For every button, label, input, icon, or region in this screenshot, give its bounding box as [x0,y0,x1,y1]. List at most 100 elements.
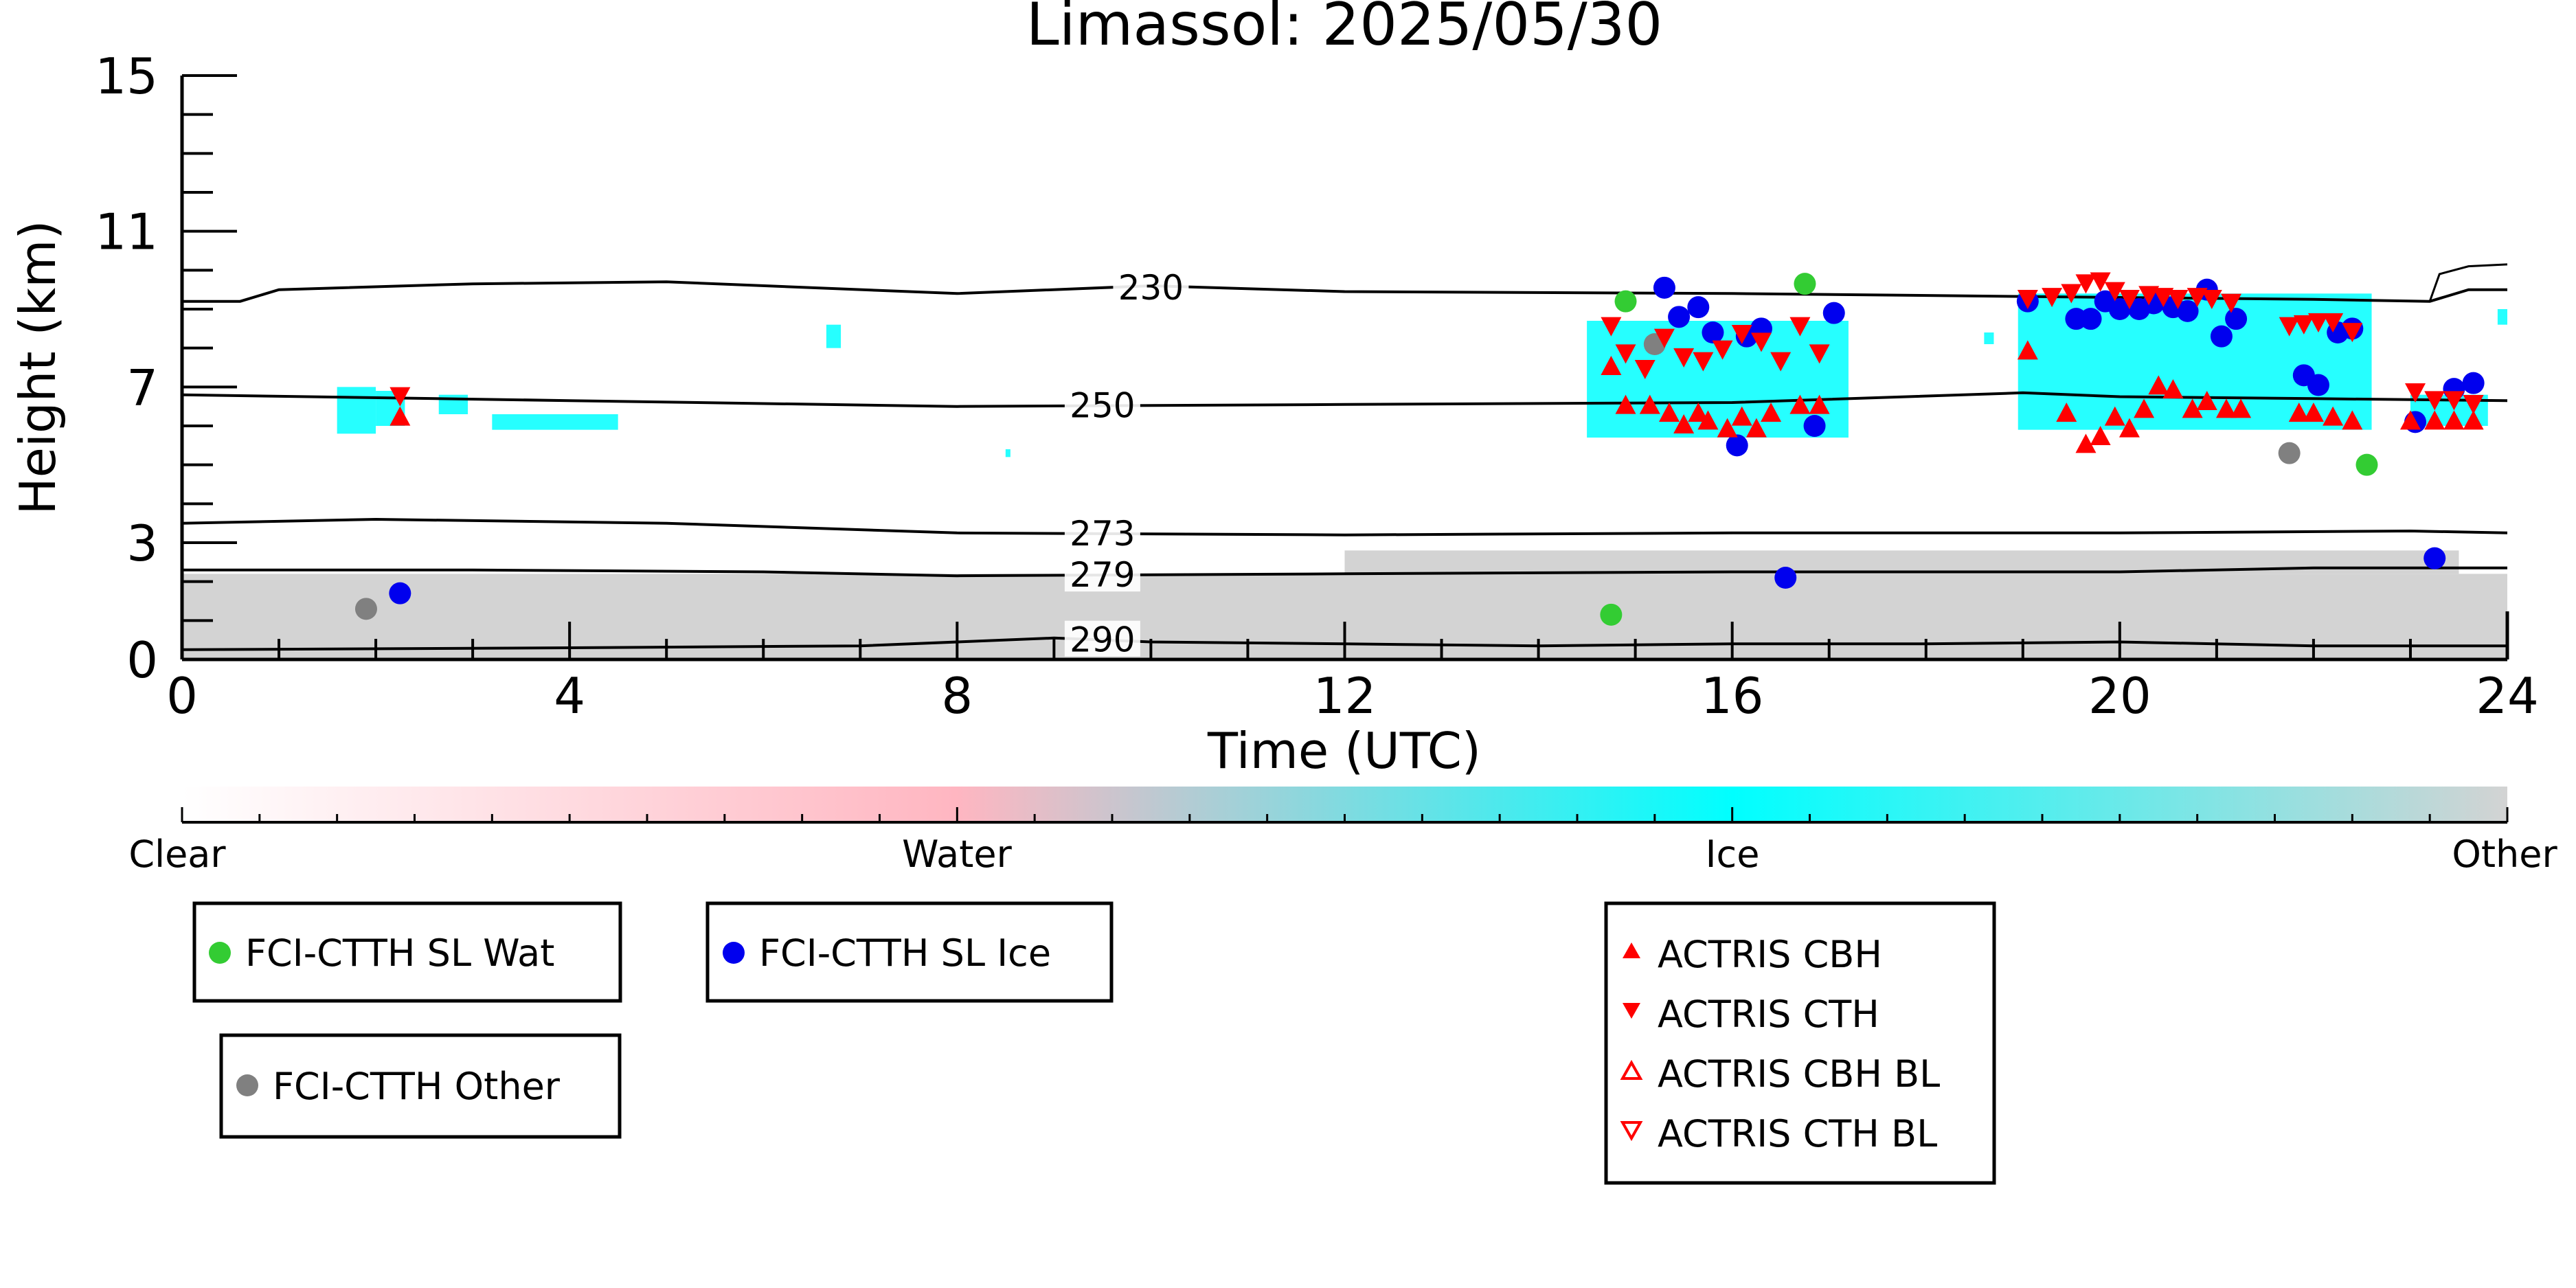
legend-label-cbh: ACTRIS CBH [1658,933,1882,976]
marker-actris-cbh [1639,394,1660,414]
legend-marker-cth [1623,1003,1640,1019]
marker-actris-cth [1693,352,1714,372]
legend-box-other: FCI-CTTH Other [219,1033,622,1139]
isotherm-label-bg [1113,268,1189,304]
y-tick-label: 15 [95,47,158,105]
marker-actris-cbh [1731,406,1752,426]
marker-actris-cbh [2399,410,2421,430]
marker-actris-cbh [2119,418,2140,438]
marker-actris-cth [2017,290,2038,309]
marker-actris-cbh [1745,418,1767,438]
legend-label-wat: FCI-CTTH SL Wat [245,931,554,975]
cloud-patch-ice [1984,332,1994,344]
marker-actris-cbh [2104,406,2125,426]
point-fci-ctth-sl-ice [2108,298,2131,320]
point-fci-ctth-other [2278,442,2301,464]
legend-marker-ice [723,942,745,964]
marker-actris-cth [2405,383,2426,403]
marker-actris-cth [1634,360,1656,379]
marker-actris-cth [2293,315,2314,335]
point-fci-ctth-sl-wat [1794,273,1816,295]
marker-actris-cth [2119,290,2140,309]
marker-actris-cth [2201,290,2222,309]
legend-label-ice: FCI-CTTH SL Ice [759,931,1051,975]
marker-actris-cth [2090,272,2111,292]
y-tick-label: 11 [95,203,158,261]
marker-actris-cbh [2424,410,2445,430]
marker-actris-cbh [1658,403,1680,422]
legend-marker-cbh-bl [1620,1059,1643,1080]
x-tick-label: 4 [554,667,585,725]
colorbar-label-other: Other [2452,833,2557,876]
point-fci-ctth-sl-wat [1600,603,1623,626]
point-fci-ctth-sl-ice [1702,321,1724,343]
marker-actris-cth [2187,288,2208,308]
legend-marker-cth-bl [1620,1121,1643,1142]
colorbar: Clear Water Ice Other [128,787,2557,876]
marker-actris-cbh [2056,403,2077,422]
x-axis-label: Time (UTC) [1207,722,1481,780]
point-fci-ctth-other [354,598,377,620]
marker-actris-cbh [1697,410,1719,430]
marker-actris-cbh [2288,403,2309,422]
marker-actris-cth [1712,340,1733,360]
marker-actris-cth [2153,288,2174,308]
point-fci-ctth-sl-ice [389,582,411,605]
marker-actris-cbh [1717,418,1738,438]
marker-actris-cbh [2017,340,2038,360]
marker-actris-cbh [2443,410,2465,430]
legend-marker-wat [209,942,231,964]
marker-actris-cbh [2342,410,2363,430]
isotherm-label-bg [1064,620,1140,657]
marker-actris-cth [2042,288,2063,308]
legend-label-cth: ACTRIS CTH [1658,993,1879,1036]
marker-actris-cbh [2230,398,2252,418]
x-tick-label: 24 [2476,667,2539,725]
colorbar-label-clear: Clear [128,833,226,876]
cloud-patch-other [1344,550,2459,574]
point-fci-ctth-sl-ice [1803,415,1826,437]
plot-area [182,293,2507,659]
marker-actris-cth [1673,348,1695,368]
colorbar-label-water: Water [902,833,1012,876]
x-tick-label: 12 [1313,667,1377,725]
isotherm-label-230: 230 [1118,268,1184,308]
legend-label-other: FCI-CTTH Other [273,1065,561,1108]
marker-actris-cbh [2148,375,2169,395]
marker-actris-cbh [2134,398,2155,418]
cloud-patch-ice [826,324,841,348]
x-tick-label: 16 [1701,667,1764,725]
marker-actris-cth [2323,313,2344,332]
isotherm-label-bg [1064,514,1140,550]
marker-actris-cbh [2463,410,2484,430]
chart-title: Limassol: 2025/05/30 [1026,0,1662,59]
marker-actris-cth [2463,395,2484,414]
point-fci-ctth-sl-ice [2176,300,2199,322]
marker-actris-cth [2279,317,2300,337]
isotherm-label-279: 279 [1070,555,1135,595]
marker-actris-cbh [2215,398,2237,418]
isotherm-label-250: 250 [1070,386,1135,426]
isotherm-label-290: 290 [1070,620,1135,660]
legend-marker-other [236,1074,258,1096]
y-ticks: 0 3 7 11 15 [95,47,237,689]
marker-actris-cbh [1615,394,1636,414]
point-fci-ctth-sl-ice [2225,308,2248,330]
point-fci-ctth-sl-ice [2210,325,2233,348]
point-fci-ctth-sl-ice [1653,276,1675,299]
marker-actris-cbh [1809,394,1830,414]
point-fci-ctth-sl-ice [2079,308,2102,330]
marker-actris-cth [2075,274,2097,294]
marker-actris-cth [2342,323,2363,343]
marker-actris-cbh [1789,394,1811,414]
colorbar-ticks [181,807,2509,822]
marker-actris-cth [1601,317,1622,337]
marker-actris-cth [1789,317,1811,337]
isotherm-label-273: 273 [1070,514,1135,554]
point-fci-ctth-sl-ice [1774,567,1797,589]
x-ticks: 0 4 8 12 16 20 24 [166,622,2539,725]
marker-actris-cth [2104,282,2125,302]
marker-actris-cth [1770,352,1792,372]
